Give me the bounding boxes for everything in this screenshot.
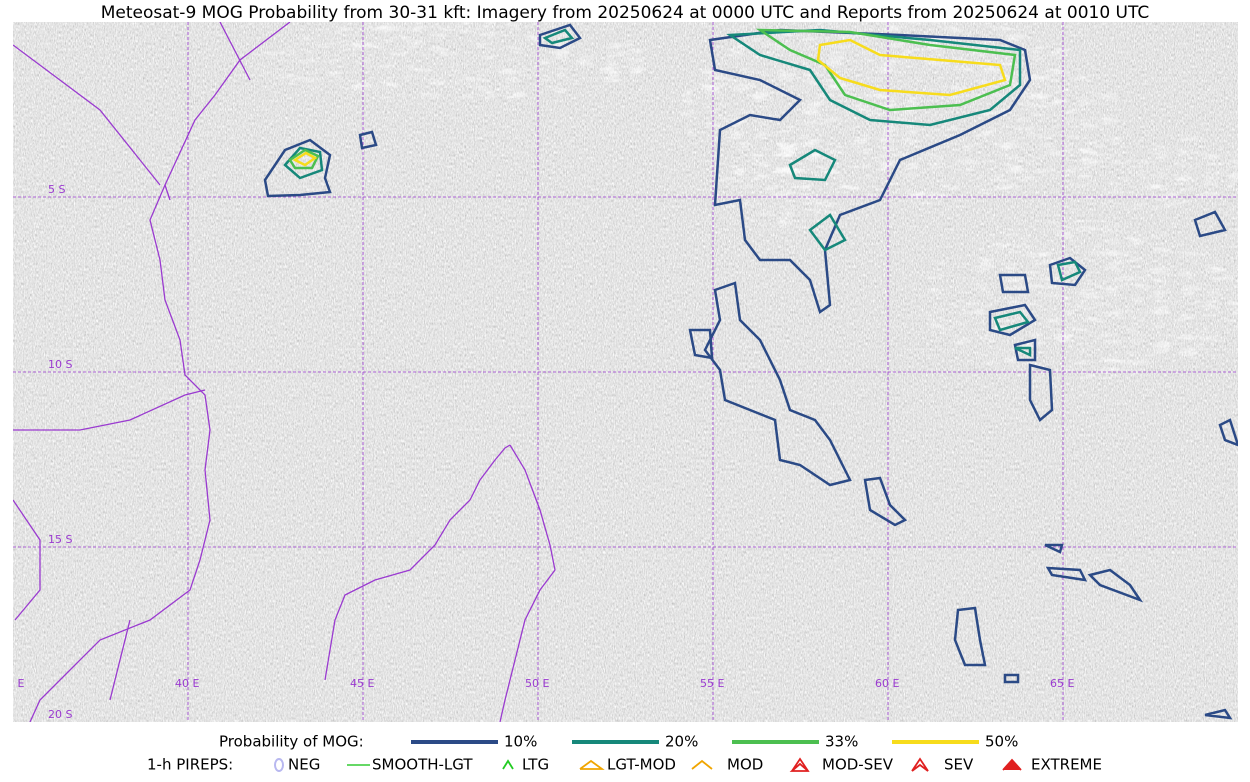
longitude-label: 40 E <box>175 677 199 690</box>
latitude-label: 10 S <box>48 358 72 371</box>
longitude-label: 60 E <box>875 677 899 690</box>
legend-label: NEG <box>288 756 320 774</box>
latitude-label: 20 S <box>48 708 72 721</box>
legend-label: EXTREME <box>1031 756 1102 774</box>
coastlines <box>13 22 556 722</box>
legend-label: LTG <box>522 756 549 774</box>
legend-label: MOD <box>727 756 763 774</box>
legend-icon <box>789 757 810 772</box>
legend-label: 50% <box>985 733 1018 751</box>
longitude-label: 50 E <box>525 677 549 690</box>
legend-icon <box>911 757 929 772</box>
title: Meteosat-9 MOG Probability from 30-31 kf… <box>101 3 1150 23</box>
legend-heading: Probability of MOG: <box>219 733 364 751</box>
legend-label: LGT-MOD <box>607 756 676 774</box>
graticule <box>13 22 1238 722</box>
legend-label: MOD-SEV <box>822 756 894 774</box>
legend-label: SEV <box>944 756 974 774</box>
probability-contours <box>263 23 1238 720</box>
legend-icon <box>502 759 514 770</box>
longitude-label: 65 E <box>1050 677 1074 690</box>
legend-icon <box>1002 758 1022 771</box>
legend-icon <box>274 758 284 772</box>
legend-heading: 1-h PIREPS: <box>147 756 233 774</box>
latitude-label: 5 S <box>48 183 65 196</box>
longitude-label: 45 E <box>350 677 374 690</box>
longitude-label: 35 E <box>0 677 24 690</box>
legend-label: 33% <box>825 733 858 751</box>
legend-icon <box>579 759 605 770</box>
longitude-label: 55 E <box>700 677 724 690</box>
legend-label: 10% <box>504 733 537 751</box>
legend-label: SMOOTH-LGT <box>372 756 473 774</box>
legend-icon <box>691 759 713 770</box>
latitude-label: 15 S <box>48 533 72 546</box>
legend: Probability of MOG: 10% 20% 33% 50% 1-h PIREP… <box>147 733 1102 774</box>
map: 35 E 40 E 45 E 50 E 55 E 60 E 65 E 5 S 10 S 15 S 2… <box>0 22 1238 722</box>
graticule-labels: 35 E 40 E 45 E 50 E 55 E 60 E 65 E 5 S 10 S 15 S 2… <box>0 183 1074 721</box>
legend-label: 20% <box>665 733 698 751</box>
